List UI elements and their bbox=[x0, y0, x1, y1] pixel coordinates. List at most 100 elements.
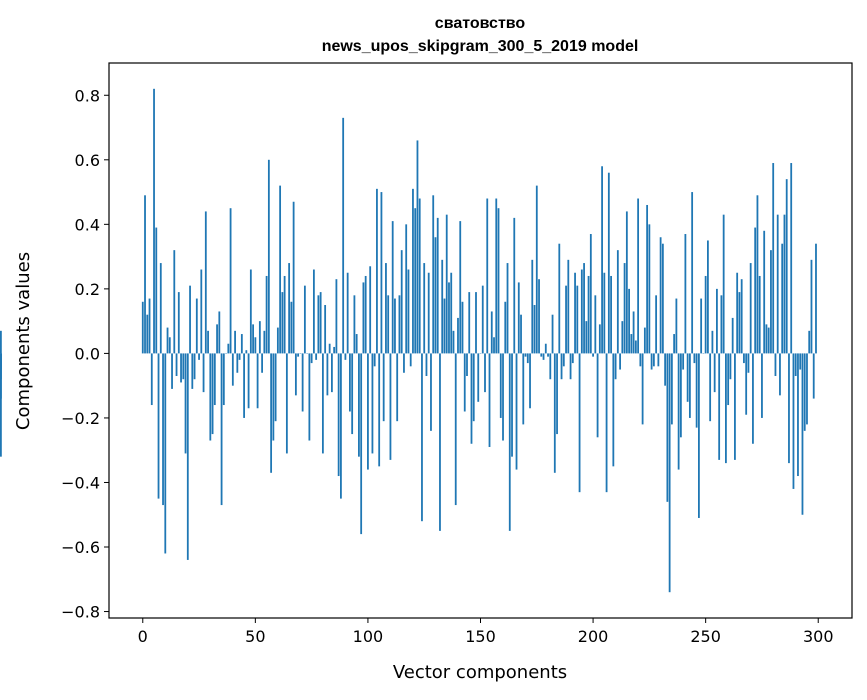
bar bbox=[500, 353, 502, 418]
bar bbox=[484, 353, 486, 392]
bar bbox=[610, 276, 612, 353]
y-tick-label: 0.8 bbox=[75, 86, 100, 105]
bar bbox=[788, 353, 790, 463]
bar bbox=[585, 321, 587, 353]
bar bbox=[725, 353, 727, 463]
bar bbox=[786, 179, 788, 353]
bar bbox=[446, 215, 448, 354]
bar bbox=[590, 234, 592, 353]
bar bbox=[813, 353, 815, 398]
bar bbox=[158, 353, 160, 498]
bar bbox=[748, 353, 750, 372]
bar bbox=[223, 353, 225, 405]
bar bbox=[777, 215, 779, 354]
bar bbox=[696, 353, 698, 427]
bar bbox=[311, 353, 313, 363]
x-axis-label: Vector components bbox=[393, 662, 567, 683]
bar bbox=[714, 353, 716, 392]
bar bbox=[572, 353, 574, 363]
bar bbox=[795, 353, 797, 376]
bar bbox=[412, 189, 414, 354]
bar bbox=[793, 353, 795, 489]
bar bbox=[477, 353, 479, 401]
bar bbox=[689, 353, 691, 418]
bar bbox=[383, 353, 385, 421]
bar bbox=[248, 353, 250, 408]
bar bbox=[554, 353, 556, 472]
bar bbox=[808, 331, 810, 354]
bar bbox=[302, 353, 304, 411]
bar bbox=[236, 353, 238, 372]
bar bbox=[534, 305, 536, 353]
bar bbox=[739, 292, 741, 353]
bar bbox=[644, 328, 646, 354]
bar bbox=[146, 315, 148, 354]
bar bbox=[687, 353, 689, 401]
x-tick-label: 250 bbox=[690, 627, 721, 646]
bar bbox=[468, 292, 470, 353]
bar bbox=[277, 328, 279, 354]
bar bbox=[200, 270, 202, 354]
bar bbox=[552, 315, 554, 354]
bar bbox=[279, 186, 281, 354]
bar bbox=[444, 299, 446, 354]
bar bbox=[547, 353, 549, 356]
bar bbox=[151, 353, 153, 405]
bar bbox=[390, 353, 392, 459]
bar bbox=[651, 353, 653, 369]
bar bbox=[655, 295, 657, 353]
bar bbox=[410, 353, 412, 366]
bar bbox=[408, 270, 410, 354]
bar bbox=[459, 221, 461, 353]
bar bbox=[558, 244, 560, 354]
bar bbox=[581, 270, 583, 354]
bar bbox=[712, 331, 714, 354]
bar bbox=[187, 353, 189, 560]
y-tick-label: 0.2 bbox=[75, 280, 100, 299]
bar bbox=[567, 260, 569, 354]
bar bbox=[646, 205, 648, 353]
bar bbox=[639, 353, 641, 366]
bar bbox=[176, 353, 178, 376]
bar bbox=[234, 331, 236, 354]
bar bbox=[520, 315, 522, 354]
bar bbox=[588, 276, 590, 353]
bar bbox=[570, 353, 572, 379]
y-tick-label: −0.6 bbox=[61, 538, 100, 557]
bar bbox=[545, 344, 547, 354]
bar bbox=[243, 353, 245, 418]
bar bbox=[421, 353, 423, 521]
bar bbox=[372, 353, 374, 453]
bar bbox=[684, 234, 686, 353]
bar bbox=[342, 118, 344, 354]
x-tick-label: 0 bbox=[138, 627, 148, 646]
bar bbox=[317, 295, 319, 353]
x-tick-label: 150 bbox=[465, 627, 496, 646]
bar bbox=[239, 353, 241, 359]
bar bbox=[536, 186, 538, 354]
bar bbox=[209, 353, 211, 440]
bar bbox=[275, 353, 277, 421]
bar bbox=[781, 244, 783, 354]
bar bbox=[313, 270, 315, 354]
x-tick-label: 100 bbox=[353, 627, 384, 646]
bar bbox=[522, 353, 524, 424]
bar bbox=[612, 353, 614, 466]
bar bbox=[214, 353, 216, 405]
bar bbox=[216, 324, 218, 353]
bar bbox=[198, 353, 200, 359]
bar bbox=[736, 273, 738, 354]
bar bbox=[799, 353, 801, 369]
bar bbox=[261, 353, 263, 372]
bar bbox=[721, 295, 723, 353]
bar bbox=[693, 353, 695, 363]
bar bbox=[597, 353, 599, 437]
bar bbox=[757, 195, 759, 353]
bar bbox=[345, 353, 347, 359]
bar bbox=[0, 331, 2, 354]
bar bbox=[252, 324, 254, 353]
bar bbox=[212, 353, 214, 434]
x-tick-label: 200 bbox=[578, 627, 609, 646]
bar bbox=[290, 302, 292, 354]
bar bbox=[230, 208, 232, 353]
